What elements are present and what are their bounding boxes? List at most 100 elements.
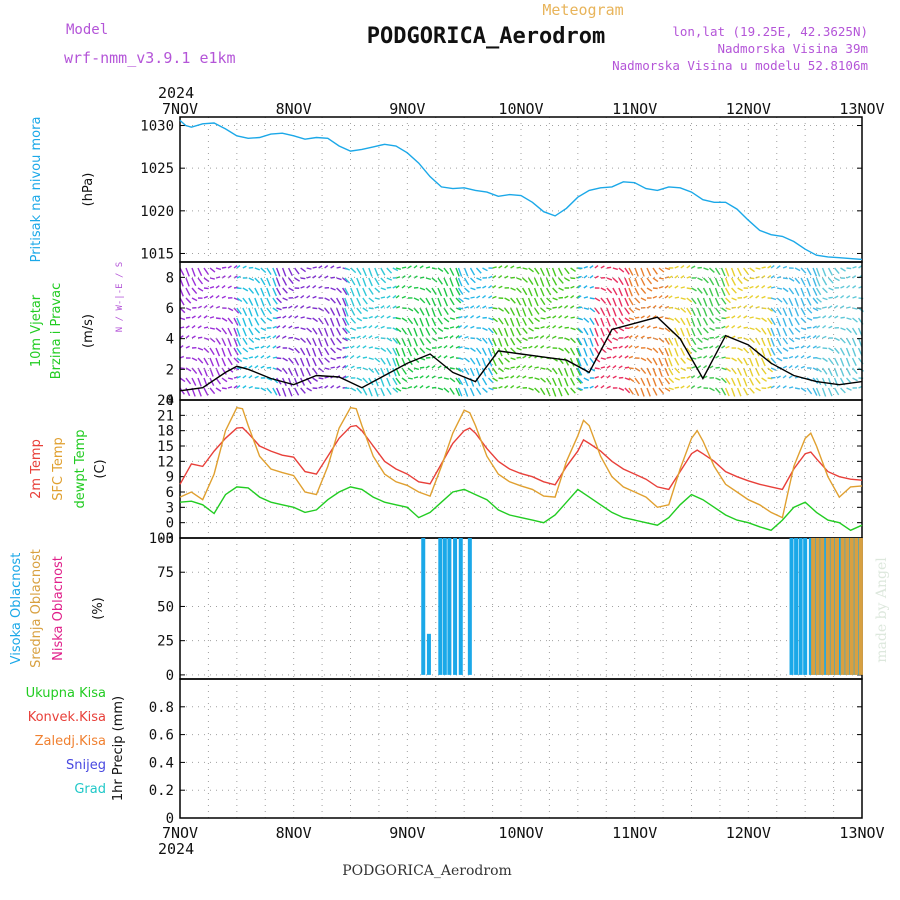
time-tick-bottom: 7NOV <box>162 824 198 842</box>
time-tick-bottom: 10NOV <box>498 824 543 842</box>
panel-label: 10m Vjetar <box>29 294 44 367</box>
elevation-label: Nadmorska Visina 39m <box>717 41 868 56</box>
cloud-bar <box>832 538 837 675</box>
cloud-bar <box>794 538 799 675</box>
y-tick-label: 75 <box>157 565 174 581</box>
y-tick-label: 0 <box>166 393 174 409</box>
model-name: wrf-nmm_v3.9.1 e1km <box>64 49 236 67</box>
series-line <box>179 424 863 491</box>
cloud-bar <box>453 538 458 675</box>
panel-label: SFC Temp <box>51 437 66 501</box>
panel-label: 1hr Precip (mm) <box>111 696 126 801</box>
panel-pressure: 1015 1020 1025 1030 Pritisak na nivou mora (h… <box>29 116 863 263</box>
y-tick-label: 24 <box>157 393 174 409</box>
time-tick-top: 9NOV <box>389 100 425 118</box>
wind-band <box>275 264 348 397</box>
time-tick-top: 13NOV <box>839 100 884 118</box>
wind-band <box>770 265 819 396</box>
precip-legend-entry: Snijeg <box>66 758 106 773</box>
top-time-axis: 7NOV 8NOV 9NOV 10NOV 11NOV 12NOV 13NOV <box>162 100 885 118</box>
panel-label: 2m Temp <box>29 439 44 499</box>
wind-band <box>668 265 693 391</box>
cloud-bar <box>789 538 794 675</box>
cloud-bar <box>813 538 818 675</box>
cloud-bar <box>828 538 833 675</box>
cloud-bar <box>447 538 452 675</box>
y-tick-label: 3 <box>166 500 174 516</box>
cloud-bar <box>808 538 813 675</box>
time-tick-top: 7NOV <box>162 100 198 118</box>
y-tick-label: 0.8 <box>149 700 174 716</box>
chart-kind-label: Meteogram <box>542 1 623 19</box>
y-tick-label: 18 <box>157 424 174 440</box>
panel-frame <box>179 537 863 680</box>
credit-watermark: made by Angel <box>874 557 890 663</box>
footer-station: PODGORICA_Aerodrom <box>342 863 512 879</box>
series-line <box>179 486 863 532</box>
precip-legend-entry: Konvek.Kisa <box>28 710 106 725</box>
series-bars <box>811 538 863 675</box>
wind-barb-field <box>179 264 864 397</box>
time-tick-bottom: 11NOV <box>612 824 657 842</box>
y-tick-label: 21 <box>157 408 174 424</box>
time-tick-top: 11NOV <box>612 100 657 118</box>
compass-rose: N / W-|-E / S <box>115 262 125 332</box>
y-tick-label: 25 <box>157 634 174 650</box>
wind-band <box>491 264 582 397</box>
y-tick-label: 4 <box>166 332 174 348</box>
y-tick-label: 2 <box>166 362 174 378</box>
y-tick-label: 0 <box>166 668 174 684</box>
model-elevation-label: Nadmorska Visina u modelu 52.8106m <box>612 58 868 73</box>
panel-label: dewpt Temp <box>73 429 88 508</box>
panel-label: Visoka Oblacnost <box>9 553 24 665</box>
cloud-bar <box>467 538 472 675</box>
lonlat-label: lon,lat (19.25E, 42.3625N) <box>672 24 868 39</box>
wind-band <box>815 265 864 397</box>
y-tick-label: 0.2 <box>149 783 174 799</box>
cloud-bar <box>837 538 842 675</box>
wind-band <box>236 264 279 396</box>
wind-band <box>577 265 596 391</box>
wind-band <box>344 267 399 397</box>
panel-label: Pritisak na nivou mora <box>29 117 44 263</box>
y-tick-label: 9 <box>166 470 174 486</box>
cloud-bar <box>823 538 828 675</box>
cloud-bar <box>852 538 857 675</box>
cloud-bar <box>458 538 463 675</box>
y-tick-label: 0.4 <box>149 755 174 771</box>
time-tick-bottom: 12NOV <box>726 824 771 842</box>
y-tick-label: 100 <box>149 531 174 547</box>
cloud-bar <box>820 538 825 675</box>
bottom-time-axis: 7NOV 8NOV 9NOV 10NOV 11NOV 12NOV 13NOV <box>162 824 885 842</box>
panel-unit: (m/s) <box>81 314 96 348</box>
panel-label: Srednja Oblacnost <box>29 549 44 668</box>
series-line <box>179 316 863 392</box>
cloud-bar <box>842 538 847 675</box>
wind-band <box>724 265 773 397</box>
y-tick-label: 50 <box>157 599 174 615</box>
panel-cloud: 0 25 50 75 100 Visoka Oblacnost Srednja Oblacn… <box>9 531 863 684</box>
time-tick-top: 10NOV <box>498 100 543 118</box>
y-tick-label: 0 <box>166 811 174 827</box>
cloud-bar <box>849 538 854 675</box>
y-tick-label: 15 <box>157 439 174 455</box>
precip-legend-entry: Ukupna Kisa <box>26 686 106 701</box>
y-tick-label: 0.6 <box>149 728 174 744</box>
cloud-bar <box>840 538 845 675</box>
y-tick-label: 1015 <box>140 246 174 262</box>
cloud-bar <box>421 538 426 675</box>
cloud-bar <box>845 538 850 675</box>
series-line <box>179 119 863 261</box>
y-tick-label: 8 <box>166 270 174 286</box>
cloud-bar <box>858 538 863 675</box>
time-tick-bottom: 9NOV <box>389 824 425 842</box>
y-tick-label: -3 <box>157 531 174 547</box>
time-tick-top: 8NOV <box>276 100 312 118</box>
time-tick-bottom: 13NOV <box>839 824 884 842</box>
time-tick-top: 12NOV <box>726 100 771 118</box>
wind-band <box>690 265 727 396</box>
panel-label: Niska Oblacnost <box>51 556 66 661</box>
